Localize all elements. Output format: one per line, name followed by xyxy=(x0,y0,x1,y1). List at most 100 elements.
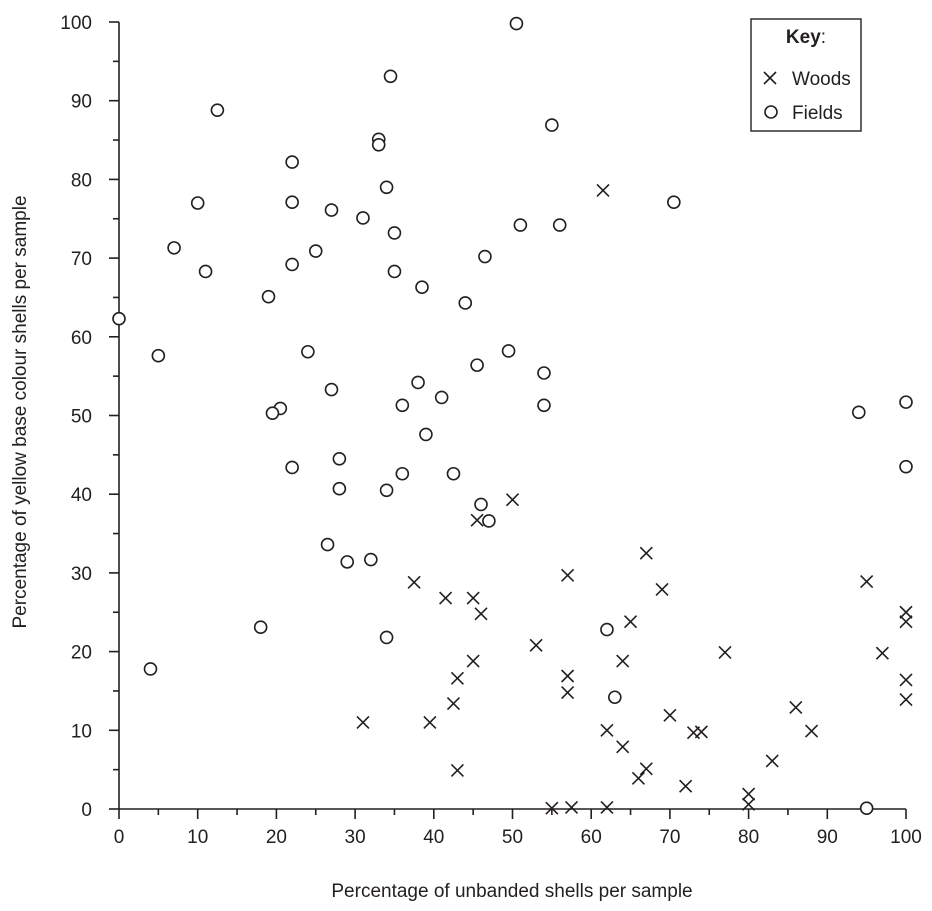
y-tick-label: 20 xyxy=(71,643,92,664)
x-tick-label: 30 xyxy=(345,827,366,848)
fields-point xyxy=(332,451,347,466)
woods-point xyxy=(765,754,779,768)
woods-point xyxy=(407,575,421,589)
woods-point xyxy=(742,787,756,801)
fields-point xyxy=(899,459,913,474)
woods-point xyxy=(860,574,874,589)
woods-point xyxy=(356,715,370,729)
fields-point xyxy=(285,460,299,475)
woods-point xyxy=(446,696,461,711)
fields-point xyxy=(324,203,339,217)
woods-point xyxy=(439,591,453,605)
woods-point xyxy=(639,762,653,776)
fields-point xyxy=(552,218,567,232)
fields-point xyxy=(379,630,394,645)
series-fields xyxy=(112,16,913,816)
woods-point xyxy=(655,582,669,596)
fields-point xyxy=(474,497,488,512)
fields-point xyxy=(285,155,299,169)
fields-point xyxy=(285,195,299,210)
fields-point xyxy=(253,620,268,635)
series-woods xyxy=(356,183,913,815)
woods-point xyxy=(663,708,677,722)
legend-title: Key: xyxy=(786,27,826,48)
legend-title-text: Key xyxy=(786,27,821,48)
fields-point xyxy=(210,103,225,117)
y-tick-label: 30 xyxy=(71,564,92,585)
fields-point xyxy=(859,801,874,816)
fields-point xyxy=(501,344,516,358)
fields-point xyxy=(198,264,213,279)
woods-point xyxy=(529,638,543,652)
woods-point xyxy=(564,800,579,814)
legend-label-woods: Woods xyxy=(792,69,851,90)
fields-point xyxy=(545,118,559,132)
fields-point xyxy=(320,537,335,552)
fields-point xyxy=(537,366,551,380)
woods-point xyxy=(561,669,575,683)
fields-point xyxy=(301,344,315,359)
fields-point xyxy=(387,226,402,240)
woods-point xyxy=(596,183,610,197)
fields-point xyxy=(324,382,339,397)
x-tick-label: 90 xyxy=(817,827,838,848)
woods-point xyxy=(875,646,889,660)
fields-point xyxy=(356,211,370,225)
fields-point xyxy=(513,218,528,232)
fields-point xyxy=(458,296,473,310)
fields-point xyxy=(383,69,398,84)
fields-point xyxy=(470,358,484,372)
legend: Key: Woods Fields xyxy=(750,18,862,132)
woods-point xyxy=(470,513,484,527)
fields-point xyxy=(600,622,614,637)
fields-point xyxy=(340,555,355,569)
y-tick-label: 0 xyxy=(81,800,92,821)
fields-point xyxy=(167,241,181,255)
woods-point xyxy=(742,797,756,811)
woods-point xyxy=(631,771,645,785)
x-tick-label: 0 xyxy=(114,827,125,848)
fields-point xyxy=(415,280,429,295)
x-tick-label: 20 xyxy=(266,827,287,848)
fields-point xyxy=(482,514,496,528)
woods-point xyxy=(505,493,520,507)
fields-point xyxy=(151,348,166,363)
fields-point xyxy=(364,552,378,567)
y-tick-label: 70 xyxy=(71,249,92,270)
woods-point xyxy=(466,591,480,605)
y-ticks: 0 10 20 30 40 50 60 70 80 90 100 xyxy=(60,13,119,821)
fields-point xyxy=(667,195,681,210)
woods-point xyxy=(474,607,488,621)
x-tick-label: 70 xyxy=(659,827,680,848)
woods-point xyxy=(561,568,575,582)
axes xyxy=(118,22,906,810)
fields-point xyxy=(419,427,433,442)
y-tick-label: 10 xyxy=(71,721,92,742)
x-tick-label: 100 xyxy=(890,827,922,848)
fields-point xyxy=(608,690,622,705)
woods-point xyxy=(561,685,575,700)
fields-point xyxy=(379,483,394,498)
x-tick-label: 60 xyxy=(581,827,602,848)
x-tick-label: 10 xyxy=(187,827,208,848)
woods-point xyxy=(679,779,693,793)
woods-point xyxy=(466,654,480,668)
fields-point xyxy=(112,311,126,326)
woods-point xyxy=(450,763,464,778)
x-tick-label: 40 xyxy=(423,827,444,848)
y-tick-label: 50 xyxy=(71,407,92,428)
fields-point xyxy=(434,390,449,405)
legend-label-fields: Fields xyxy=(792,103,843,124)
woods-point xyxy=(616,740,630,754)
woods-point xyxy=(600,723,614,737)
woods-point xyxy=(804,724,819,738)
y-axis-title: Percentage of yellow base colour shells … xyxy=(10,195,31,628)
y-tick-label: 100 xyxy=(60,13,92,34)
woods-point xyxy=(423,715,437,729)
woods-point xyxy=(450,671,464,685)
fields-point xyxy=(190,196,205,210)
fields-point xyxy=(537,398,551,413)
fields-point xyxy=(379,180,394,195)
fields-point xyxy=(371,137,386,152)
